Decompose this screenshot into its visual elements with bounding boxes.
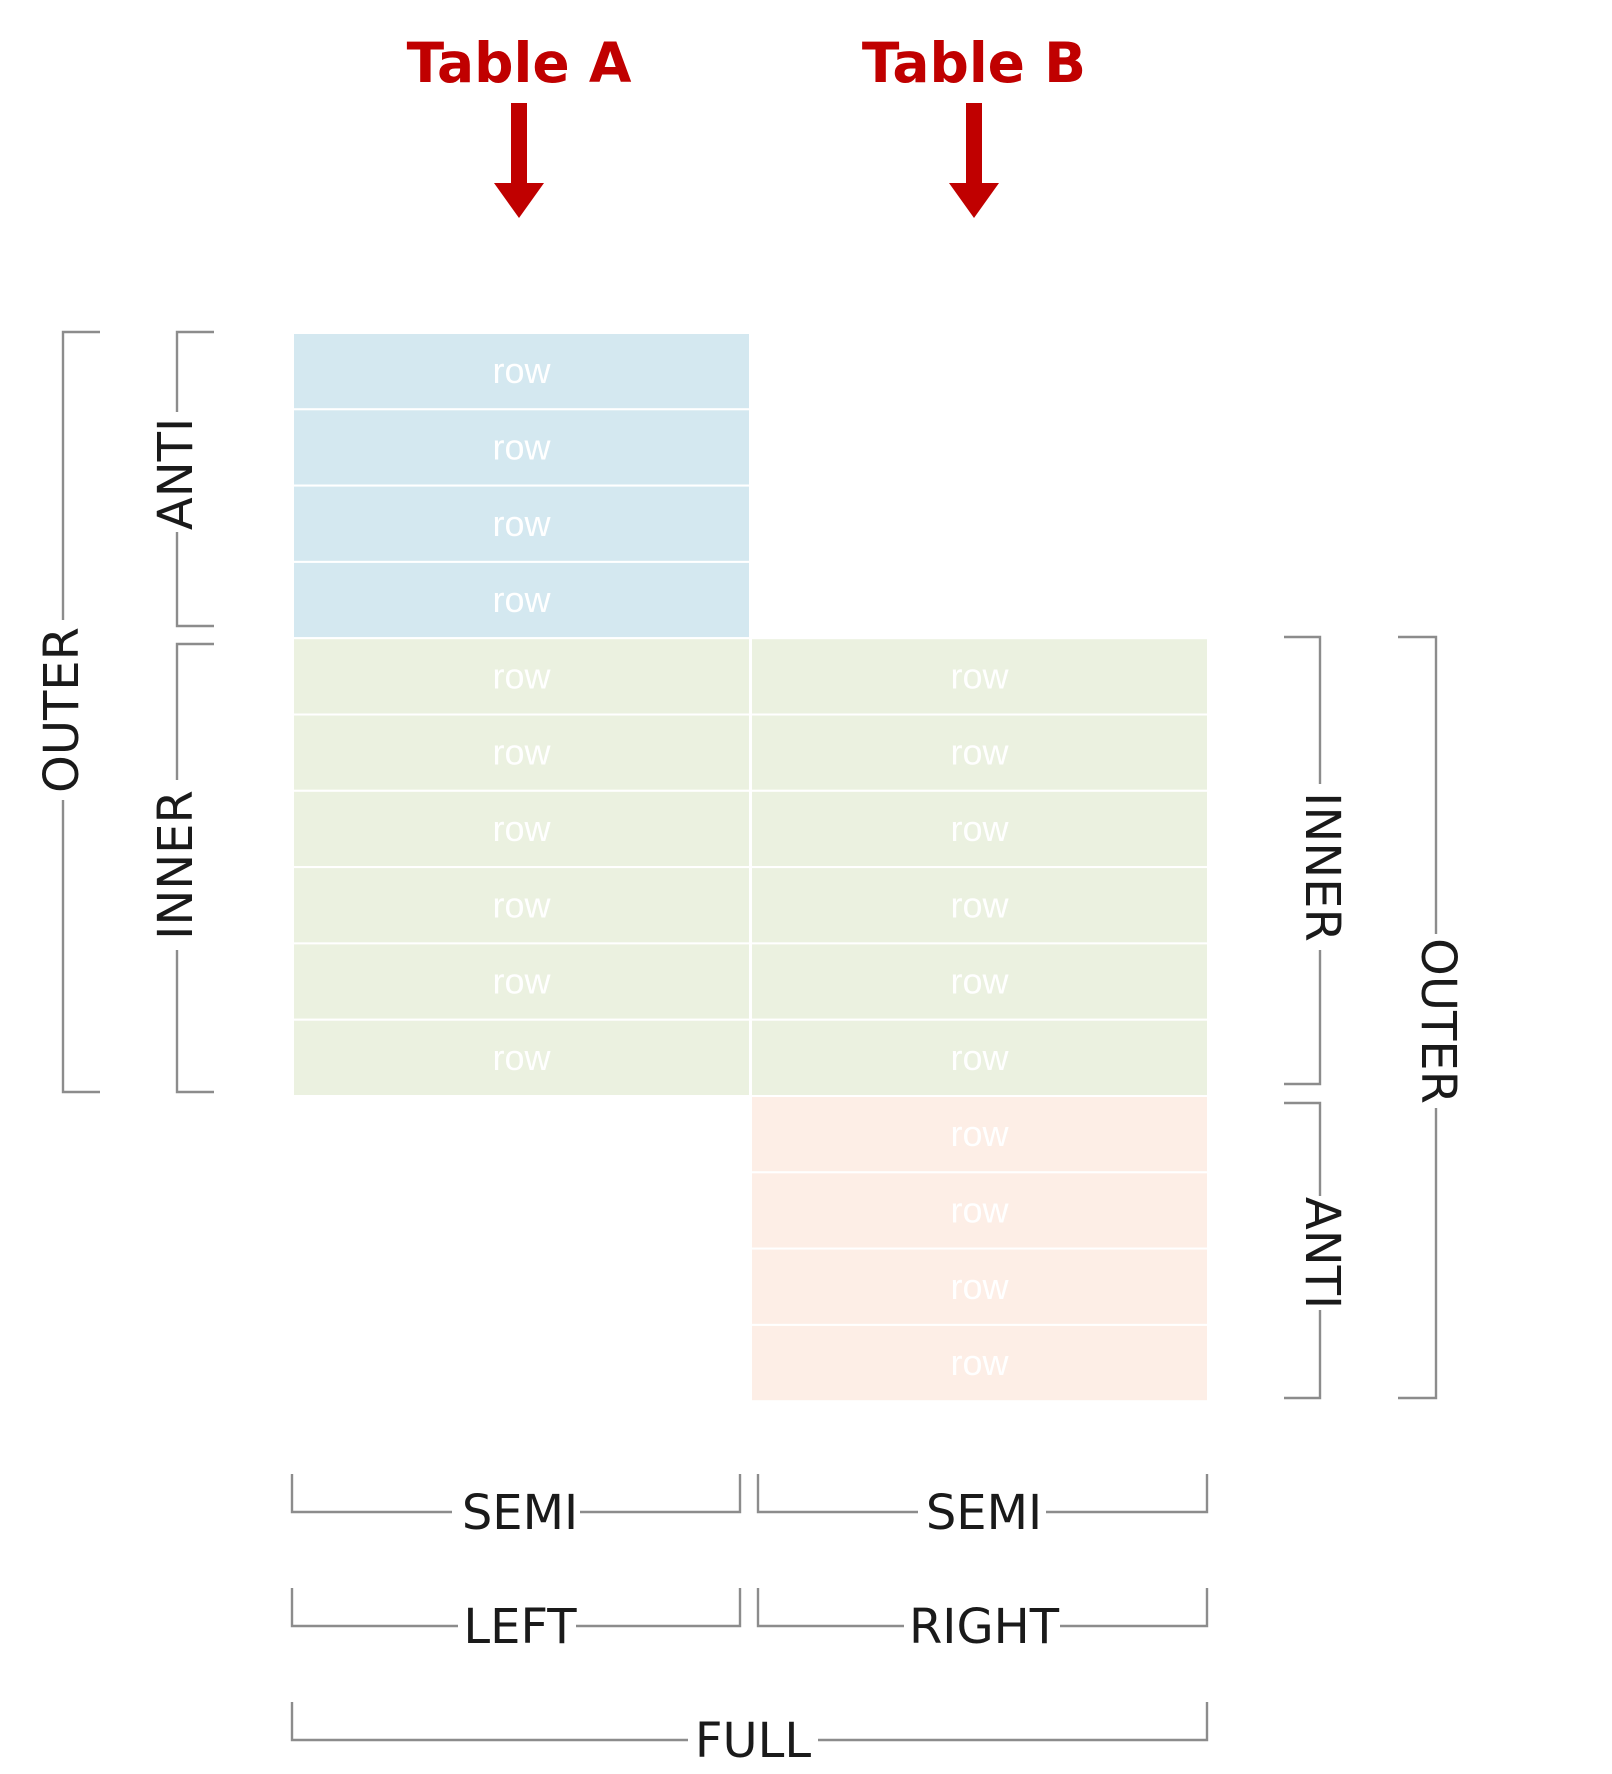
table-b-row: row	[750, 1018, 1209, 1098]
left-outer-bracket: OUTER	[34, 330, 100, 1094]
row-label: row	[950, 1266, 1009, 1307]
left-outer-label: OUTER	[34, 627, 90, 793]
table-a-row: row	[292, 789, 751, 869]
row-label: row	[950, 1189, 1009, 1230]
table-b-row-cell	[750, 1018, 1209, 1098]
left-join-label: LEFT	[463, 1599, 577, 1655]
left-anti-bracket: ANTI	[148, 330, 214, 628]
table-a-row-cell	[292, 332, 751, 411]
table-b-title: Table B	[862, 31, 1086, 95]
right-inner-bracket: INNER	[1284, 635, 1350, 1086]
table-b-row: row	[750, 1323, 1209, 1403]
semi-left-bracket: SEMI	[290, 1474, 742, 1541]
row-label: row	[950, 1113, 1009, 1154]
row-label: row	[950, 655, 1009, 696]
left-inner-bracket: INNER	[148, 642, 214, 1094]
table-a-row-cell	[292, 1018, 751, 1098]
right-join-label: RIGHT	[909, 1599, 1060, 1655]
table-b-down-arrow-icon	[949, 103, 999, 218]
row-label: row	[950, 884, 1009, 925]
row-label: row	[492, 350, 551, 391]
right-outer-label: OUTER	[1410, 938, 1466, 1104]
table-a-row: row	[292, 560, 751, 640]
table-a-row-cell	[292, 560, 751, 640]
table-a-row: row	[292, 408, 751, 487]
row-label: row	[492, 884, 551, 925]
row-label: row	[950, 808, 1009, 849]
table-b-row: row	[750, 866, 1209, 945]
table-b-row-cell	[750, 1171, 1209, 1250]
row-label: row	[492, 1037, 551, 1078]
table-b-row-cell	[750, 1323, 1209, 1403]
semi-right-label: SEMI	[926, 1485, 1042, 1541]
full-join-label: FULL	[695, 1713, 811, 1769]
right-anti-label: ANTI	[1294, 1197, 1350, 1309]
row-label: row	[492, 961, 551, 1002]
table-b-row: row	[750, 1095, 1209, 1174]
table-b-row: row	[750, 713, 1209, 792]
row-label: row	[950, 1342, 1009, 1383]
table-b-row-cell	[750, 942, 1209, 1021]
table-a-row-cell	[292, 713, 751, 792]
right-join-bracket: RIGHT	[756, 1588, 1209, 1655]
left-anti-label: ANTI	[148, 418, 204, 530]
table-a-row: row	[292, 637, 751, 716]
table-b-row-cell	[750, 866, 1209, 945]
semi-right-bracket: SEMI	[756, 1474, 1209, 1541]
table-b-row-cell	[750, 713, 1209, 792]
table-a-row: row	[292, 1018, 751, 1098]
table-b-row: row	[750, 789, 1209, 869]
table-a-row: row	[292, 866, 751, 945]
row-label: row	[492, 732, 551, 773]
table-a-row-cell	[292, 484, 751, 563]
table-b-row: row	[750, 1247, 1209, 1326]
row-label: row	[492, 503, 551, 544]
table-a-down-arrow-icon	[494, 103, 544, 218]
table-a-row-cell	[292, 408, 751, 487]
right-inner-label: INNER	[1294, 792, 1350, 942]
right-anti-bracket: ANTI	[1284, 1101, 1350, 1400]
table-b-row-cell	[750, 1095, 1209, 1174]
left-inner-label: INNER	[148, 790, 204, 940]
row-label: row	[492, 808, 551, 849]
table-b: row row row row row row row row row row	[750, 637, 1209, 1403]
right-outer-bracket: OUTER	[1398, 635, 1466, 1400]
table-b-row-cell	[750, 1247, 1209, 1326]
table-b-row-cell	[750, 637, 1209, 716]
table-a-row: row	[292, 713, 751, 792]
table-b-row: row	[750, 637, 1209, 716]
left-join-bracket: LEFT	[290, 1588, 742, 1655]
table-a-title: Table A	[407, 31, 632, 95]
row-label: row	[492, 655, 551, 696]
table-a-row: row	[292, 332, 751, 411]
row-label: row	[950, 961, 1009, 1002]
row-label: row	[492, 426, 551, 467]
table-a-row-cell	[292, 866, 751, 945]
table-a-row: row	[292, 942, 751, 1021]
row-label: row	[492, 579, 551, 620]
full-join-bracket: FULL	[290, 1702, 1209, 1769]
table-b-row: row	[750, 942, 1209, 1021]
row-label: row	[950, 1037, 1009, 1078]
table-a-row: row	[292, 484, 751, 563]
table-b-row: row	[750, 1171, 1209, 1250]
semi-left-label: SEMI	[462, 1485, 578, 1541]
table-a: row row row row row row row row row row	[292, 332, 751, 1098]
row-label: row	[950, 732, 1009, 773]
